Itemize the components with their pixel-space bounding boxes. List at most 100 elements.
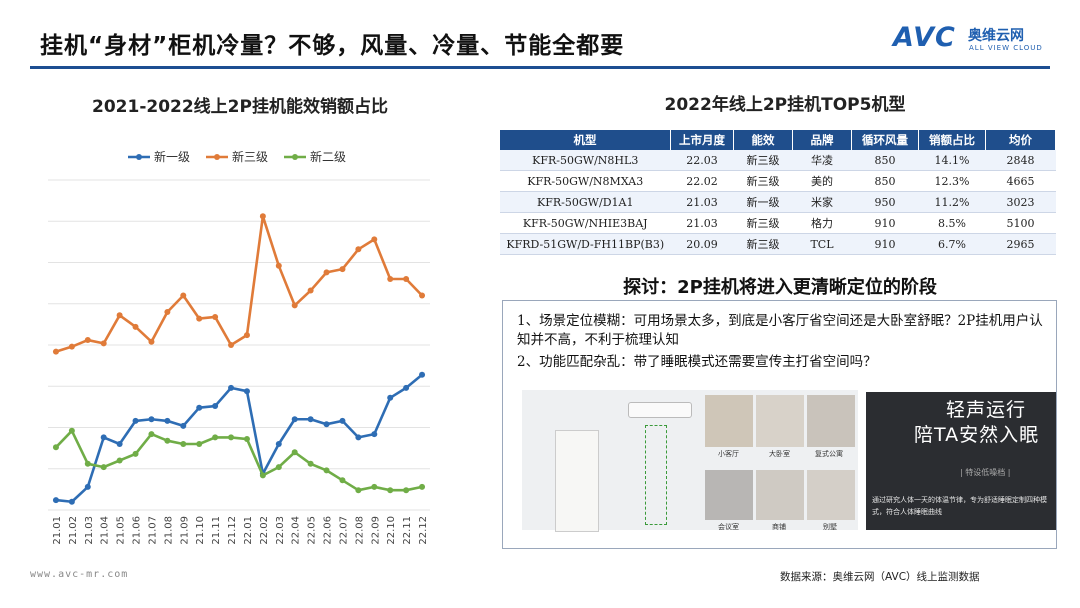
cell-brand: 华凌: [792, 150, 852, 171]
cell-airflow: 950: [851, 191, 919, 213]
data-point: [100, 464, 107, 471]
series-line: [55, 215, 423, 353]
data-point: [355, 434, 362, 441]
data-point: [419, 371, 426, 378]
data-point: [196, 404, 203, 411]
cell-price: 4665: [985, 170, 1056, 192]
data-point: [355, 487, 362, 494]
table-row: KFR-50GW/D1A1 21.03 新一级 米家 950 11.2% 302…: [500, 191, 1056, 213]
x-tick-label: 22.06: [323, 516, 334, 545]
discussion-text: 1、场景定位模糊：可用场景太多，到底是小客厅省空间还是大卧室舒眠？2P挂机用户认…: [517, 312, 1047, 375]
data-point: [132, 323, 139, 330]
x-tick-label: 21.08: [163, 516, 174, 545]
data-point: [68, 343, 75, 350]
x-tick-label: 22.08: [354, 516, 365, 545]
data-point: [371, 483, 378, 490]
table-row: KFR-50GW/N8HL3 22.03 新三级 华凌 850 14.1% 28…: [500, 150, 1056, 171]
space-outline: [645, 425, 667, 525]
cell-price: 2848: [985, 150, 1056, 171]
data-point: [243, 332, 250, 339]
x-tick-label: 22.03: [275, 516, 286, 545]
cell-price: 3023: [985, 191, 1056, 213]
top5-table: 机型 上市月度 能效 品牌 循环风量 销额占比 均价 KFR-50GW/N8HL…: [500, 130, 1056, 255]
discussion-box: [502, 300, 1057, 549]
header-divider: [30, 66, 1050, 69]
data-point: [68, 498, 75, 505]
cell-price: 2965: [985, 233, 1056, 255]
data-point: [419, 292, 426, 299]
data-point: [371, 431, 378, 438]
data-point: [116, 312, 123, 319]
data-point: [307, 416, 314, 423]
col-header-model: 机型: [500, 130, 671, 150]
x-tick-label: 21.09: [179, 516, 190, 545]
data-point: [84, 337, 91, 344]
promo-tag: | 特设低噪档 |: [960, 468, 1011, 477]
cell-brand: 美的: [792, 170, 852, 192]
discussion-point-1: 1、场景定位模糊：可用场景太多，到底是小客厅省空间还是大卧室舒眠？2P挂机用户认…: [517, 313, 1043, 348]
x-tick-label: 22.05: [307, 516, 318, 545]
x-tick-label: 21.03: [84, 516, 95, 545]
data-point: [52, 444, 59, 451]
data-point: [52, 348, 59, 355]
page-title: 挂机“身材”柜机冷量？不够，风量、冷量、节能全都要: [40, 33, 625, 59]
cell-model: KFR-50GW/N8HL3: [500, 150, 671, 171]
data-point: [323, 421, 330, 428]
line-chart: 21.01 21.02 21.03 21.04 21.05 21.06 21.07 21.08…: [48, 149, 430, 545]
data-point: [371, 236, 378, 243]
cell-launch: 21.03: [670, 212, 734, 234]
data-point: [180, 441, 187, 447]
x-tick-label: 21.06: [132, 516, 143, 545]
x-tick-label: 21.05: [116, 516, 127, 545]
data-point: [132, 450, 139, 457]
cell-model: KFR-50GW/N8MXA3: [500, 170, 671, 192]
col-header-launch: 上市月度: [670, 130, 734, 150]
x-tick-label: 21.04: [100, 516, 111, 545]
x-tick-label: 22.02: [259, 516, 270, 545]
cell-share: 14.1%: [918, 150, 986, 171]
cell-airflow: 850: [851, 150, 919, 171]
data-point: [116, 441, 123, 447]
data-point: [291, 302, 298, 309]
col-header-efficiency: 能效: [733, 130, 793, 150]
cell-share: 6.7%: [918, 233, 986, 255]
website-url: www.avc-mr.com: [30, 569, 129, 580]
legend-label: 新三级: [232, 149, 268, 164]
data-point: [164, 309, 171, 315]
data-point: [387, 276, 394, 282]
x-tick-label: 22.01: [243, 516, 254, 545]
data-point: [68, 427, 75, 434]
logo-cn-text: 奥维云网: [968, 28, 1024, 44]
wall-ac-illustration: [628, 402, 692, 418]
cell-airflow: 910: [851, 212, 919, 234]
promo-panel: [866, 392, 1056, 486]
data-point: [339, 417, 346, 424]
data-point: [180, 292, 187, 299]
cell-model: KFR-50GW/D1A1: [500, 191, 671, 213]
cell-brand: 格力: [792, 212, 852, 234]
data-point: [212, 434, 219, 441]
floor-ac-illustration: [555, 430, 599, 532]
data-point: [339, 266, 346, 273]
data-point: [164, 417, 171, 424]
data-point: [228, 384, 235, 391]
chart-title: 2021-2022线上2P挂机能效销额占比: [92, 97, 388, 117]
data-point: [148, 431, 155, 438]
table-row: KFR-50GW/N8MXA3 22.02 新三级 美的 850 12.3% 4…: [500, 170, 1056, 192]
data-point: [355, 246, 362, 253]
data-point: [403, 384, 410, 391]
cell-efficiency: 新三级: [733, 233, 793, 255]
table-header-row: 机型 上市月度 能效 品牌 循环风量 销额占比 均价: [500, 130, 1056, 150]
x-tick-label: 22.10: [386, 516, 397, 545]
data-point: [387, 394, 394, 401]
x-tick-label: 22.11: [402, 516, 413, 545]
data-point: [339, 477, 346, 484]
cell-efficiency: 新三级: [733, 150, 793, 171]
cell-brand: TCL: [792, 233, 852, 255]
room-image: [807, 395, 855, 447]
data-point: [228, 342, 235, 348]
cell-price: 5100: [985, 212, 1056, 234]
data-point: [84, 483, 91, 490]
data-point: [196, 315, 203, 322]
data-point: [100, 434, 107, 441]
